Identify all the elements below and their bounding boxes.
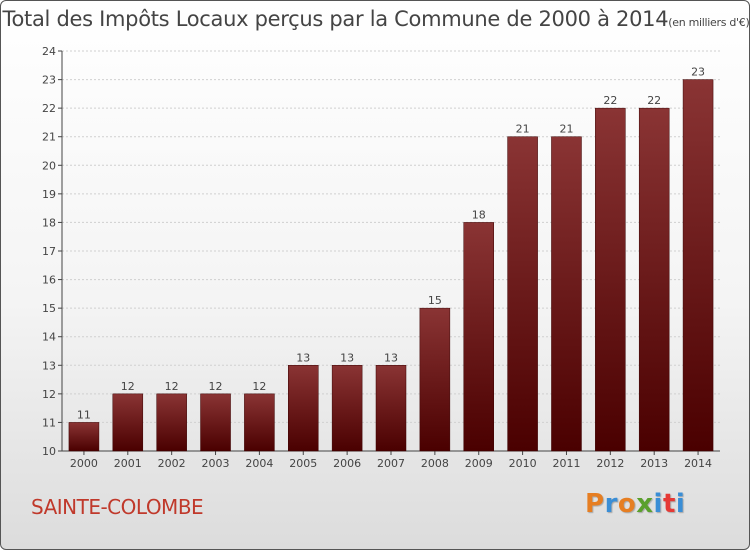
bar — [156, 393, 187, 452]
bar — [288, 365, 319, 452]
y-tick-label: 23 — [42, 74, 56, 87]
x-tick-label: 2010 — [509, 457, 537, 470]
x-tick-label: 2014 — [684, 457, 712, 470]
data-label: 15 — [428, 294, 442, 307]
x-tick-label: 2004 — [245, 457, 273, 470]
data-label: 13 — [340, 351, 354, 364]
logo-letter: o — [617, 489, 637, 519]
data-label: 18 — [472, 208, 486, 221]
y-tick-label: 13 — [42, 359, 56, 372]
x-tick-label: 2003 — [202, 457, 230, 470]
bar — [551, 136, 582, 452]
y-tick-label: 10 — [42, 445, 56, 458]
data-labels: 11 12 12 12 12 13 13 13 15 18 21 21 22 22 23 — [77, 66, 705, 422]
y-tick-label: 19 — [42, 188, 56, 201]
x-tick-labels: 2000 2001 2002 2003 2004 2005 2006 2007 2008 2009… — [70, 457, 712, 470]
logo-letter: t — [662, 489, 676, 519]
chart-title-unit: (en milliers d'€) — [668, 16, 750, 29]
logo-letter: P — [585, 489, 605, 519]
y-tick-label: 18 — [42, 216, 56, 229]
bar — [507, 136, 538, 452]
y-tick-label: 17 — [42, 245, 56, 258]
bar — [595, 107, 626, 452]
bar — [112, 393, 144, 452]
chart-title-main: Total des Impôts Locaux perçus par la Co… — [2, 7, 669, 31]
y-tick-label: 15 — [42, 302, 56, 315]
bar — [68, 422, 100, 452]
bar — [331, 365, 363, 452]
commune-name: SAINTE-COLOMBE — [31, 495, 204, 519]
y-tick-label: 11 — [42, 416, 56, 429]
data-label: 12 — [121, 380, 135, 393]
data-label: 22 — [603, 94, 617, 107]
y-tick-label: 24 — [42, 45, 56, 58]
y-tick-label: 14 — [42, 331, 56, 344]
x-tick-label: 2000 — [70, 457, 98, 470]
y-tick-label: 21 — [42, 131, 56, 144]
data-label: 23 — [691, 66, 705, 79]
data-label: 22 — [647, 94, 661, 107]
bar — [682, 79, 714, 452]
y-tick-label: 12 — [42, 388, 56, 401]
bar — [463, 222, 494, 452]
data-label: 13 — [296, 351, 310, 364]
proxiti-logo: Proxiti — [585, 489, 685, 519]
chart-title: Total des Impôts Locaux perçus par la Co… — [1, 7, 750, 31]
data-label: 13 — [384, 351, 398, 364]
bar — [638, 107, 670, 452]
x-tick-label: 2013 — [640, 457, 668, 470]
y-tick-labels: 10 11 12 13 14 15 16 17 18 19 20 21 22 23 24 — [42, 45, 56, 458]
y-tick-label: 20 — [42, 159, 56, 172]
bar — [244, 393, 275, 452]
x-tick-label: 2005 — [289, 457, 317, 470]
logo-letter: i — [675, 489, 686, 519]
y-tick-label: 22 — [42, 102, 56, 115]
x-tick-label: 2007 — [377, 457, 405, 470]
logo-letter: x — [636, 489, 654, 519]
bars — [68, 79, 714, 452]
data-label: 21 — [516, 123, 530, 136]
bar — [200, 393, 231, 452]
x-tick-label: 2001 — [114, 457, 142, 470]
data-label: 12 — [165, 380, 179, 393]
logo-letter: i — [653, 489, 663, 519]
data-label: 12 — [209, 380, 223, 393]
x-tick-label: 2008 — [421, 457, 449, 470]
x-tick-label: 2006 — [333, 457, 361, 470]
x-tick-label: 2012 — [596, 457, 624, 470]
data-label: 21 — [559, 123, 573, 136]
bar — [375, 365, 407, 452]
y-tick-label: 16 — [42, 274, 56, 287]
bar — [419, 307, 451, 452]
data-label: 12 — [252, 380, 266, 393]
x-tick-label: 2011 — [552, 457, 580, 470]
x-tick-label: 2002 — [158, 457, 186, 470]
logo-letter: r — [604, 489, 618, 519]
x-tick-label: 2009 — [465, 457, 493, 470]
data-label: 11 — [77, 408, 91, 421]
